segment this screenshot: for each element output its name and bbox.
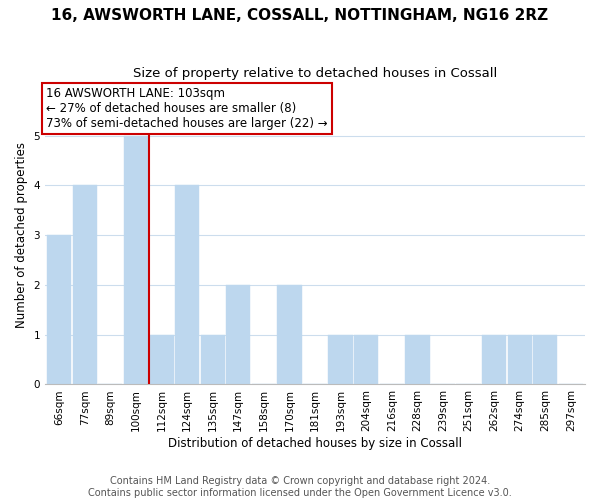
Bar [482,334,506,384]
Bar [226,285,250,384]
Text: 16, AWSWORTH LANE, COSSALL, NOTTINGHAM, NG16 2RZ: 16, AWSWORTH LANE, COSSALL, NOTTINGHAM, … [52,8,548,22]
Bar [405,334,430,384]
Bar [533,334,557,384]
Bar [124,136,148,384]
Title: Size of property relative to detached houses in Cossall: Size of property relative to detached ho… [133,68,497,80]
Bar [328,334,353,384]
Bar [73,186,97,384]
Bar [200,334,225,384]
Bar [508,334,532,384]
Bar [149,334,173,384]
Bar [277,285,302,384]
Y-axis label: Number of detached properties: Number of detached properties [15,142,28,328]
Bar [175,186,199,384]
Bar [354,334,379,384]
Text: 16 AWSWORTH LANE: 103sqm
← 27% of detached houses are smaller (8)
73% of semi-de: 16 AWSWORTH LANE: 103sqm ← 27% of detach… [46,87,328,130]
Bar [47,235,71,384]
Text: Contains HM Land Registry data © Crown copyright and database right 2024.
Contai: Contains HM Land Registry data © Crown c… [88,476,512,498]
X-axis label: Distribution of detached houses by size in Cossall: Distribution of detached houses by size … [168,437,462,450]
